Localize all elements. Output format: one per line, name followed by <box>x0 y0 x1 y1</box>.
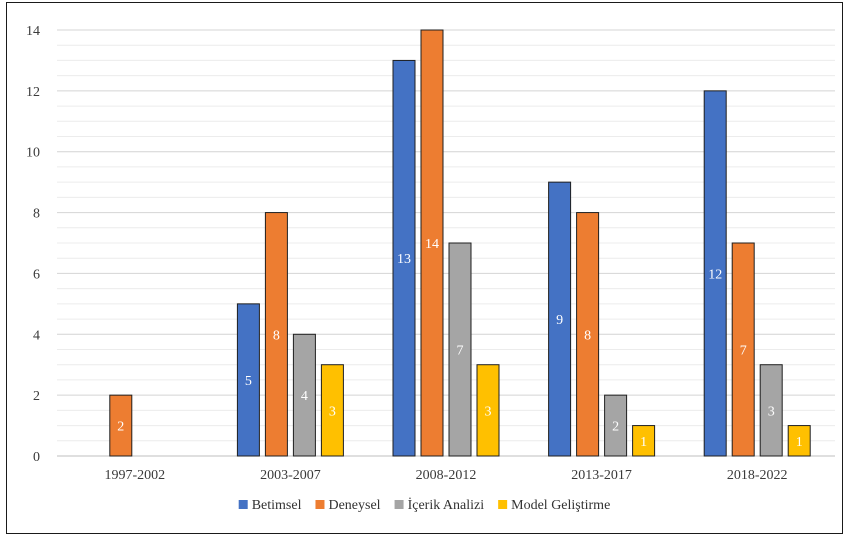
data-label: 1 <box>796 435 803 450</box>
data-label: 7 <box>457 344 464 359</box>
legend-swatch <box>394 500 404 509</box>
y-tick-label: 10 <box>26 146 40 161</box>
data-label: 12 <box>708 267 722 282</box>
data-label: 3 <box>768 404 775 419</box>
bar <box>420 29 444 457</box>
x-tick-label: 2013-2017 <box>571 468 632 483</box>
data-label: 3 <box>485 404 492 419</box>
legend-swatch <box>315 500 325 509</box>
data-label: 8 <box>273 328 280 343</box>
bar <box>759 364 783 457</box>
bar <box>109 394 133 457</box>
data-label: 4 <box>301 389 308 404</box>
bar <box>576 212 600 457</box>
bar <box>320 364 344 457</box>
bar <box>392 59 416 457</box>
legend-item: Deneysel <box>315 498 381 513</box>
data-label: 7 <box>740 344 747 359</box>
y-tick-label: 12 <box>26 85 40 100</box>
bars <box>109 29 811 457</box>
data-label: 2 <box>117 420 124 435</box>
chart-frame: 0 2 4 6 8 10 12 14 2 5 8 4 3 13 14 7 3 9 8 2 1 12 7 3 1 1997-20… <box>6 2 843 534</box>
x-tick-label: 2018-2022 <box>727 468 788 483</box>
bar <box>292 333 316 457</box>
bar <box>448 242 472 457</box>
bar <box>604 394 628 457</box>
bar <box>731 242 755 457</box>
bar-chart: 0 2 4 6 8 10 12 14 2 5 8 4 3 13 14 7 3 9 8 2 1 12 7 3 1 1997-20… <box>26 24 835 513</box>
legend-swatch <box>238 500 248 509</box>
x-tick-label: 2008-2012 <box>416 468 477 483</box>
data-label: 1 <box>640 435 647 450</box>
legend-label: Model Geliştirme <box>511 498 610 513</box>
data-label: 2 <box>612 420 619 435</box>
bar <box>264 212 288 457</box>
x-tick-label: 2003-2007 <box>260 468 321 483</box>
data-label: 8 <box>584 328 591 343</box>
legend-label: Betimsel <box>252 498 302 513</box>
x-axis-ticks: 1997-2002 2003-2007 2008-2012 2013-2017 2018… <box>104 468 787 483</box>
y-tick-label: 8 <box>33 207 40 222</box>
bar <box>787 425 811 457</box>
y-axis-ticks: 0 2 4 6 8 10 12 14 <box>26 24 40 465</box>
legend-swatch <box>498 500 508 509</box>
data-label: 14 <box>425 237 439 252</box>
bar <box>236 303 260 457</box>
bar <box>476 364 500 457</box>
legend-item: Model Geliştirme <box>498 498 610 513</box>
data-labels: 2 5 8 4 3 13 14 7 3 9 8 2 1 12 7 3 1 <box>117 237 802 450</box>
y-tick-label: 0 <box>33 450 40 465</box>
legend-label: Deneysel <box>328 498 380 513</box>
legend-label: İçerik Analizi <box>408 497 485 513</box>
bar <box>632 425 656 457</box>
data-label: 13 <box>397 252 411 267</box>
legend: Betimsel Deneysel İçerik Analizi Model Geli… <box>238 497 610 513</box>
legend-item: Betimsel <box>238 498 302 513</box>
y-tick-label: 14 <box>26 24 40 39</box>
x-tick-label: 1997-2002 <box>104 468 165 483</box>
bar <box>548 181 572 457</box>
y-tick-label: 2 <box>33 389 40 404</box>
data-label: 9 <box>556 313 563 328</box>
legend-item: İçerik Analizi <box>394 497 485 513</box>
data-label: 5 <box>245 374 252 389</box>
y-tick-label: 6 <box>33 267 40 282</box>
bar <box>703 90 727 457</box>
y-tick-label: 4 <box>33 328 40 343</box>
data-label: 3 <box>329 404 336 419</box>
